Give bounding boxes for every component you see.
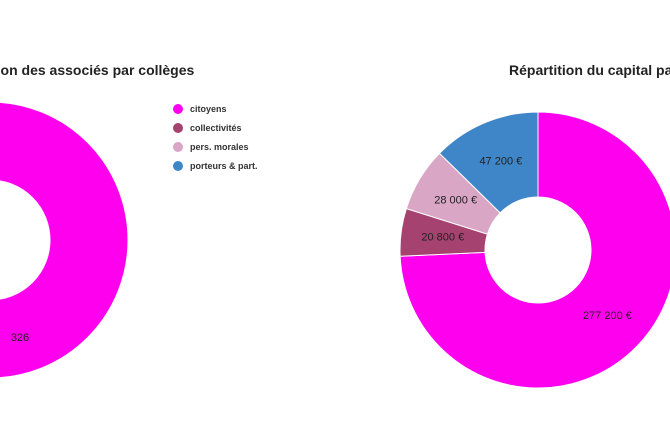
left-chart-title: rtition des associés par collèges [0, 62, 195, 78]
legend-item-citoyens[interactable]: citoyens [173, 100, 258, 118]
legend-swatch-porteurs-part [173, 161, 183, 171]
legend-swatch-collectivites [173, 123, 183, 133]
legend-swatch-citoyens [173, 104, 183, 114]
data-label-collectivites: 20 800 € [421, 231, 464, 243]
legend-label-collectivites: collectivités [190, 123, 242, 133]
legend-label-porteurs-part: porteurs & part. [190, 161, 258, 171]
right-chart-title: Répartition du capital pa [509, 62, 670, 78]
legend-item-collectivites[interactable]: collectivités [173, 119, 258, 137]
chart-legend: citoyens collectivités pers. morales por… [173, 100, 258, 176]
legend-label-pers-morales: pers. morales [190, 142, 249, 152]
data-label-citoyens: 326 [11, 332, 29, 344]
data-label-pers-morales: 28 000 € [434, 195, 477, 207]
data-label-citoyens: 277 200 € [583, 310, 632, 322]
data-label-porteurs-part: 47 200 € [479, 155, 522, 167]
donut-slice-citoyens[interactable] [0, 101, 129, 379]
donut-slice-porteurs-part[interactable] [438, 111, 539, 214]
legend-swatch-pers-morales [173, 142, 183, 152]
legend-item-porteurs-part[interactable]: porteurs & part. [173, 157, 258, 175]
right-donut-chart: 277 200 € 20 800 € 28 000 € 47 200 € [399, 111, 670, 389]
left-donut-chart: 326 [0, 101, 129, 379]
legend-label-citoyens: citoyens [190, 104, 227, 114]
donut-slice-citoyens[interactable] [399, 111, 670, 389]
legend-item-pers-morales[interactable]: pers. morales [173, 138, 258, 156]
